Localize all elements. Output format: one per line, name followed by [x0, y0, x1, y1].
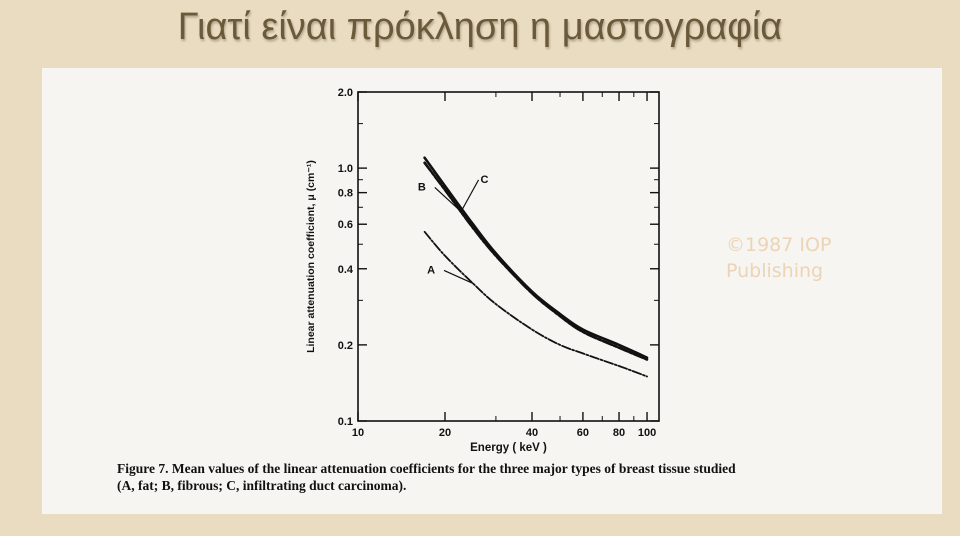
curve-label-a: A [427, 264, 435, 276]
x-tick-label: 20 [439, 427, 451, 439]
slide-title: Γιατί είναι πρόκληση η μαστογραφία [177, 6, 783, 48]
y-tick-label: 0.1 [338, 416, 353, 428]
plot-frame [357, 91, 660, 422]
caption-line-1: Figure 7. Mean values of the linear atte… [117, 461, 736, 476]
series-c-line [423, 156, 649, 359]
y-axis-label: Linear attenuation coefficient, μ (cm⁻¹) [305, 160, 317, 353]
label-leader-c [462, 179, 480, 210]
label-leader-a [443, 269, 474, 284]
caption-line-2: (A, fat; B, fibrous; C, infiltrating duc… [117, 478, 407, 493]
y-tick-label: 0.2 [338, 340, 353, 352]
x-tick-label: 80 [613, 427, 625, 439]
label-leader-b [434, 187, 461, 211]
copyright-notice: ©1987 IOP Publishing [726, 232, 866, 284]
y-tick-label: 2.0 [338, 87, 353, 99]
y-tick-label: 0.6 [338, 219, 353, 231]
x-tick-label: 40 [526, 427, 538, 439]
y-tick-label: 0.4 [338, 264, 354, 276]
copyright-line-1: ©1987 IOP [726, 234, 832, 256]
curve-label-c: C [481, 174, 489, 186]
figure-panel: 0.1 0.2 0.4 0.6 0.8 1.0 2.0 10 20 40 60 80 100 Energy… [42, 68, 942, 514]
x-tick-label: 100 [638, 427, 656, 439]
figure-caption: Figure 7. Mean values of the linear atte… [117, 460, 917, 494]
copyright-line-2: Publishing [726, 260, 824, 282]
curve-label-b: B [418, 181, 426, 193]
attenuation-chart: 0.1 0.2 0.4 0.6 0.8 1.0 2.0 10 20 40 60 80 100 Energy… [305, 87, 660, 454]
y-tick-label: 0.8 [338, 188, 353, 200]
x-tick-label: 10 [352, 427, 364, 439]
series-a-line [423, 230, 648, 378]
x-axis-label: Energy ( keV ) [470, 442, 547, 454]
x-tick-label: 60 [577, 427, 589, 439]
y-tick-label: 1.0 [338, 163, 353, 175]
series-b-line [423, 161, 649, 361]
